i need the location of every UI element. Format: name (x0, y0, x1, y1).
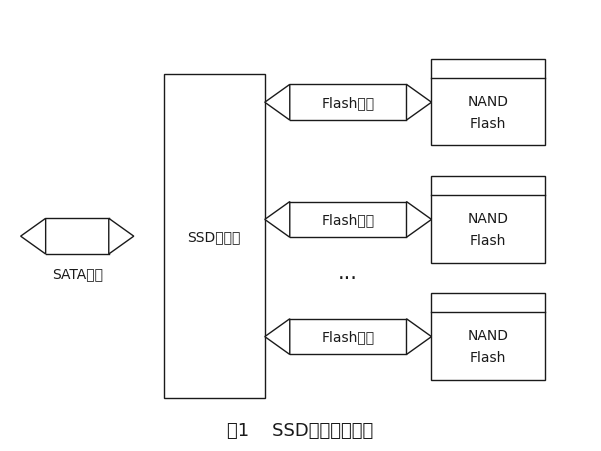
Polygon shape (406, 202, 432, 238)
Text: ···: ··· (338, 268, 358, 288)
Text: Flash: Flash (470, 117, 506, 131)
Bar (432, 177, 545, 263)
Polygon shape (109, 219, 134, 254)
Text: SATA接口: SATA接口 (52, 267, 103, 281)
Bar (163, 75, 265, 398)
Text: Flash: Flash (470, 234, 506, 248)
Text: Flash通道: Flash通道 (322, 330, 374, 344)
Text: NAND: NAND (468, 212, 508, 225)
Text: Flash通道: Flash通道 (322, 96, 374, 110)
Text: 囱1    SSD基本组成结构: 囱1 SSD基本组成结构 (227, 421, 374, 439)
Polygon shape (265, 202, 290, 238)
Text: NAND: NAND (468, 328, 508, 342)
Polygon shape (20, 219, 46, 254)
Polygon shape (406, 85, 432, 121)
Text: Flash通道: Flash通道 (322, 213, 374, 227)
Polygon shape (265, 85, 290, 121)
Text: SSD控制器: SSD控制器 (188, 230, 241, 244)
Bar (432, 60, 545, 146)
Bar (432, 294, 545, 380)
Text: NAND: NAND (468, 94, 508, 108)
Text: Flash: Flash (470, 350, 506, 364)
Polygon shape (406, 319, 432, 354)
Polygon shape (265, 319, 290, 354)
